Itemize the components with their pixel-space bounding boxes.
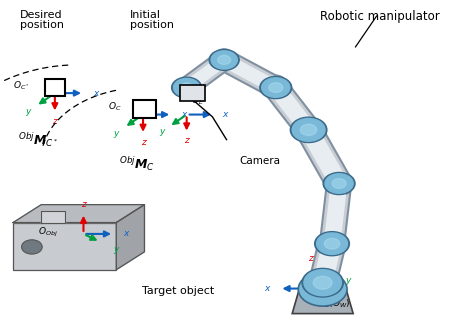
Text: $^{Obj}\boldsymbol{M}_{C}$: $^{Obj}\boldsymbol{M}_{C}$ (118, 155, 155, 173)
Circle shape (21, 240, 42, 254)
Circle shape (302, 268, 343, 297)
FancyBboxPatch shape (180, 85, 205, 101)
Circle shape (260, 76, 292, 99)
Text: Initial
position: Initial position (130, 10, 174, 30)
Text: $O_{C^*}$: $O_{C^*}$ (13, 80, 29, 92)
Text: y: y (159, 127, 164, 136)
Text: $O_E$: $O_E$ (191, 95, 204, 107)
Circle shape (315, 232, 349, 256)
Circle shape (218, 55, 231, 65)
Text: z: z (308, 255, 312, 263)
Circle shape (301, 124, 317, 135)
Polygon shape (292, 289, 353, 314)
Text: $O_C$: $O_C$ (109, 101, 122, 113)
Circle shape (332, 179, 346, 188)
Circle shape (298, 272, 347, 306)
Circle shape (262, 78, 290, 97)
Circle shape (290, 117, 327, 143)
Text: x: x (123, 229, 129, 238)
Circle shape (324, 238, 340, 249)
Circle shape (180, 83, 193, 92)
Bar (46, 79, 65, 96)
FancyBboxPatch shape (13, 222, 116, 270)
Circle shape (304, 270, 341, 296)
Text: x: x (264, 284, 270, 293)
Text: Camera: Camera (240, 156, 281, 166)
Text: z: z (81, 200, 86, 209)
Text: z: z (53, 117, 57, 126)
Text: z: z (184, 136, 189, 146)
Text: x: x (93, 89, 98, 98)
Text: Robotic manipulator: Robotic manipulator (320, 10, 440, 23)
Circle shape (313, 276, 332, 289)
Polygon shape (116, 205, 145, 270)
Circle shape (292, 118, 325, 141)
Circle shape (317, 233, 347, 255)
Circle shape (172, 77, 201, 98)
Polygon shape (41, 211, 65, 222)
Text: Desired
position: Desired position (20, 10, 64, 30)
Circle shape (209, 50, 239, 70)
Bar (133, 100, 155, 118)
Text: y: y (26, 107, 31, 116)
Text: y: y (346, 276, 351, 285)
Circle shape (269, 83, 283, 92)
Text: $O_{Obj}$: $O_{Obj}$ (38, 226, 58, 239)
Circle shape (211, 51, 237, 69)
Polygon shape (13, 205, 145, 222)
Text: y: y (113, 245, 119, 254)
Text: $O_B(O_W)$: $O_B(O_W)$ (317, 298, 350, 310)
Text: x: x (222, 110, 228, 119)
Text: x: x (181, 110, 186, 119)
Text: y: y (114, 129, 119, 138)
Text: Target object: Target object (142, 286, 214, 296)
Circle shape (323, 173, 355, 195)
Text: z: z (141, 138, 146, 147)
Circle shape (173, 78, 200, 97)
Circle shape (325, 174, 353, 193)
Text: $^{Obj}\boldsymbol{M}_{C^*}$: $^{Obj}\boldsymbol{M}_{C^*}$ (18, 131, 58, 149)
